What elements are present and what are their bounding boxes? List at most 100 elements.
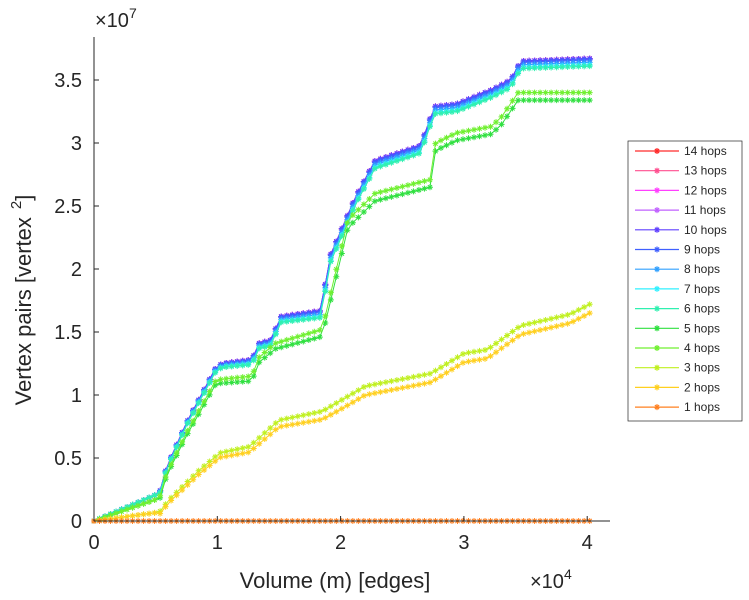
legend-item: 2 hops bbox=[635, 380, 720, 394]
data-point bbox=[162, 474, 169, 481]
data-point bbox=[393, 385, 400, 392]
data-point bbox=[537, 89, 544, 96]
data-point bbox=[349, 219, 356, 226]
data-point bbox=[393, 192, 400, 199]
data-point bbox=[162, 503, 169, 510]
data-point bbox=[559, 97, 566, 104]
y-tick-label: 1.5 bbox=[54, 322, 82, 344]
data-point bbox=[504, 105, 511, 112]
data-point bbox=[526, 65, 533, 72]
data-point bbox=[338, 250, 345, 257]
data-point bbox=[515, 333, 522, 340]
data-point bbox=[454, 108, 461, 115]
data-point bbox=[184, 427, 191, 434]
legend-item: 10 hops bbox=[635, 223, 727, 237]
data-point bbox=[190, 420, 197, 427]
data-point bbox=[228, 379, 235, 386]
legend-marker-icon bbox=[654, 187, 660, 194]
legend-item: 13 hops bbox=[635, 164, 727, 178]
data-point bbox=[300, 316, 307, 323]
legend-item: 5 hops bbox=[635, 321, 720, 335]
data-point bbox=[454, 137, 461, 144]
data-point bbox=[322, 414, 329, 421]
data-point bbox=[201, 463, 208, 470]
data-point bbox=[184, 478, 191, 485]
y-tick-label: 3.5 bbox=[54, 70, 82, 92]
data-point bbox=[333, 400, 340, 407]
data-point bbox=[146, 494, 153, 501]
data-point bbox=[548, 97, 555, 104]
data-point bbox=[437, 144, 444, 151]
data-point bbox=[509, 105, 516, 112]
data-point bbox=[432, 376, 439, 383]
data-point bbox=[388, 378, 395, 385]
data-point bbox=[217, 376, 224, 383]
data-point bbox=[234, 451, 241, 458]
data-point bbox=[542, 89, 549, 96]
data-point bbox=[338, 233, 345, 240]
data-point bbox=[349, 207, 356, 214]
data-point bbox=[278, 416, 285, 423]
data-point bbox=[179, 432, 186, 439]
data-point bbox=[581, 312, 588, 319]
data-point bbox=[305, 418, 312, 425]
series-line bbox=[93, 312, 590, 522]
data-point bbox=[437, 110, 444, 117]
legend-label: 11 hops bbox=[684, 203, 726, 217]
data-point bbox=[493, 349, 500, 356]
data-point bbox=[465, 358, 472, 365]
data-point bbox=[526, 97, 533, 104]
data-point bbox=[509, 97, 516, 104]
data-point bbox=[537, 327, 544, 334]
data-point bbox=[283, 422, 290, 429]
data-point bbox=[426, 176, 433, 183]
data-point bbox=[294, 420, 301, 427]
data-point bbox=[333, 245, 340, 252]
data-point bbox=[526, 329, 533, 336]
data-point bbox=[151, 492, 158, 499]
data-point bbox=[360, 208, 367, 215]
data-point bbox=[261, 354, 268, 361]
data-point bbox=[322, 288, 329, 295]
data-point bbox=[228, 363, 235, 370]
data-point bbox=[135, 512, 142, 519]
data-point bbox=[388, 193, 395, 200]
data-point bbox=[459, 350, 466, 357]
legend-item: 8 hops bbox=[635, 262, 720, 276]
data-point bbox=[371, 165, 378, 172]
data-point bbox=[465, 127, 472, 134]
data-point bbox=[575, 315, 582, 322]
data-point bbox=[338, 242, 345, 249]
data-point bbox=[520, 97, 527, 104]
series-5-hops bbox=[91, 97, 593, 524]
data-point bbox=[586, 97, 593, 104]
data-point bbox=[509, 337, 516, 344]
data-point bbox=[454, 363, 461, 370]
data-point bbox=[327, 258, 334, 265]
data-point bbox=[206, 388, 213, 395]
data-point bbox=[151, 496, 158, 503]
data-point bbox=[272, 420, 279, 427]
data-point bbox=[575, 306, 582, 313]
data-point bbox=[201, 467, 208, 474]
data-point bbox=[564, 311, 571, 318]
data-point bbox=[294, 339, 301, 346]
data-point bbox=[432, 110, 439, 117]
data-point bbox=[201, 389, 208, 396]
data-point bbox=[355, 387, 362, 394]
data-point bbox=[190, 410, 197, 417]
data-point bbox=[537, 64, 544, 71]
data-point bbox=[515, 89, 522, 96]
data-point bbox=[493, 92, 500, 99]
legend-label: 1 hops bbox=[684, 400, 720, 414]
legend-marker-icon bbox=[654, 325, 660, 332]
data-point bbox=[371, 198, 378, 205]
data-point bbox=[542, 97, 549, 104]
data-point bbox=[415, 187, 422, 194]
legend-label: 3 hops bbox=[684, 361, 720, 375]
data-point bbox=[223, 448, 230, 455]
legend-label: 5 hops bbox=[684, 321, 720, 335]
data-point bbox=[239, 450, 246, 457]
data-point bbox=[426, 379, 433, 386]
data-point bbox=[305, 337, 312, 344]
